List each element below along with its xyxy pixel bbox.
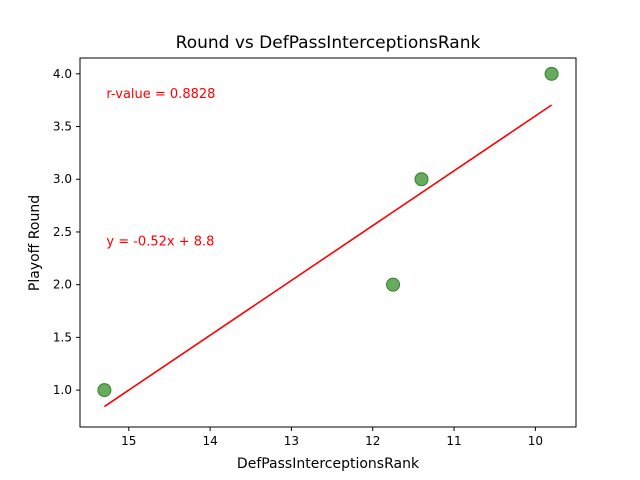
r-value-annotation: r-value = 0.8828 <box>106 87 215 102</box>
y-tick-label: 1.0 <box>53 383 72 397</box>
y-axis-label: Playoff Round <box>27 195 43 291</box>
chart-title: Round vs DefPassInterceptionsRank <box>176 33 481 53</box>
y-tick-label: 2.0 <box>53 278 72 292</box>
y-tick-label: 3.5 <box>53 120 72 134</box>
data-point <box>386 277 401 292</box>
x-tick-label: 13 <box>284 434 299 448</box>
data-point <box>97 383 112 398</box>
y-tick-label: 3.0 <box>53 172 72 186</box>
x-tick-label: 11 <box>446 434 461 448</box>
data-point <box>544 66 559 81</box>
regression-line <box>103 104 553 408</box>
x-tick-label: 12 <box>365 434 380 448</box>
y-tick-label: 1.5 <box>53 330 72 344</box>
x-axis-label: DefPassInterceptionsRank <box>237 456 420 472</box>
x-tick-label: 15 <box>121 434 136 448</box>
y-tick-label: 4.0 <box>53 67 72 81</box>
equation-annotation: y = -0.52x + 8.8 <box>106 234 214 249</box>
plot-area: r-value = 0.8828 y = -0.52x + 8.8 15 14 13 12… <box>53 57 577 448</box>
axes-frame <box>79 57 577 428</box>
data-point <box>414 172 429 187</box>
x-tick-label: 10 <box>528 434 543 448</box>
y-tick-label: 2.5 <box>53 225 72 239</box>
x-tick-label: 14 <box>202 434 217 448</box>
